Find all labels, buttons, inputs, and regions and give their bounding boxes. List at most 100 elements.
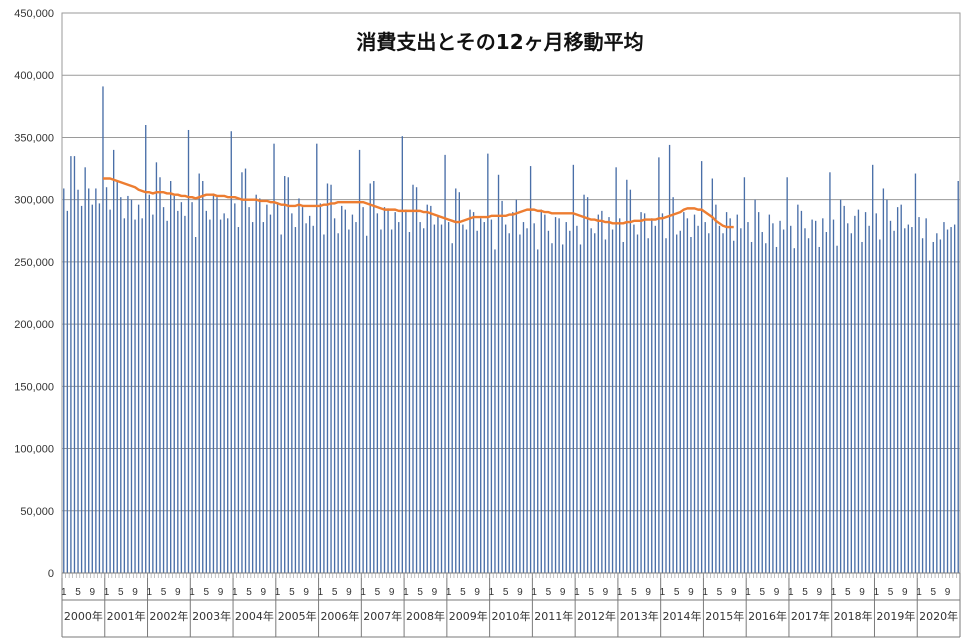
month-tick-label: 1 [189,587,195,598]
month-tick-label: 1 [916,587,922,598]
year-label: 2014年 [663,609,702,623]
bar [683,212,685,574]
bar [216,197,218,573]
bar [234,203,236,573]
bar [772,223,774,573]
bar [754,199,756,574]
plot-area [61,12,961,574]
bar [533,223,535,573]
bar [287,177,289,573]
bar [241,172,243,574]
bar [326,183,329,574]
bar [248,207,250,573]
month-tick-label: 9 [688,587,694,598]
month-tick-label: 9 [859,587,865,598]
bar [636,234,639,573]
month-tick-label: 9 [90,587,96,598]
month-tick-label: 9 [945,587,951,598]
bar [765,243,767,573]
bar [266,204,268,573]
bar [868,225,870,574]
bar [515,199,518,574]
bar [729,218,731,573]
month-tick-label: 1 [104,587,110,598]
bar [255,194,257,573]
bar [743,177,746,573]
bar [155,162,158,573]
bar [839,199,842,574]
bar [576,225,578,574]
bar [847,223,849,573]
year-label: 2009年 [449,609,488,623]
year-label: 2015年 [705,609,744,623]
bar [850,233,852,573]
bar [526,228,528,574]
bar [793,248,795,573]
bar [697,225,699,574]
bar [251,222,254,573]
bar [98,203,101,573]
bar [633,224,635,573]
bar [209,219,211,573]
bar [761,232,763,573]
bar [676,234,678,573]
bar [437,215,439,573]
month-tick-label: 1 [873,587,879,598]
bar [205,210,207,573]
month-tick-label: 1 [617,587,623,598]
y-axis-tick-labels: 0 50,000 100,000 150,000 200,000 250,000 300,0… [14,8,54,580]
bar [469,209,471,573]
month-tick-label: 9 [603,587,609,598]
month-tick-label: 1 [446,587,452,598]
year-label: 2008年 [406,609,445,623]
moving-average-line [102,177,734,229]
bar [622,241,624,574]
bar [643,213,646,574]
gridlines [62,74,960,512]
bar [137,204,140,573]
month-tick-label: 5 [503,587,509,598]
month-tick-label: 9 [731,587,737,598]
bar [640,212,642,574]
year-label: 2005年 [278,609,317,623]
bar [654,225,656,574]
bar [786,177,788,573]
bar [918,217,920,573]
y-tick-label: 50,000 [20,506,54,518]
bar [398,222,400,573]
month-tick-label: 9 [774,587,780,598]
month-tick-label: 1 [531,587,537,598]
bar [362,207,364,573]
bar [127,195,129,573]
bar [369,183,371,574]
bar [301,207,304,573]
bar [212,193,215,573]
bar [651,218,653,573]
bar [102,86,104,574]
bar [953,224,956,573]
month-tick-label: 5 [845,587,851,598]
bar [63,188,65,573]
month-tick-label: 9 [218,587,224,598]
bar [832,219,835,573]
bar [73,156,76,574]
bar [679,230,681,573]
bar [88,188,90,573]
bar [768,214,771,573]
bar [455,188,457,573]
month-tick-label: 5 [674,587,680,598]
bar [790,225,792,574]
year-label: 2018年 [834,609,873,623]
bar [921,238,924,574]
month-tick-label: 9 [816,587,822,598]
bar [800,210,803,573]
month-tick-label: 5 [332,587,338,598]
bar [829,172,831,574]
bar [430,205,432,573]
bar [387,208,389,573]
bar [529,166,532,573]
bar [166,220,168,573]
bar [298,198,300,574]
year-label: 2006年 [320,609,359,623]
